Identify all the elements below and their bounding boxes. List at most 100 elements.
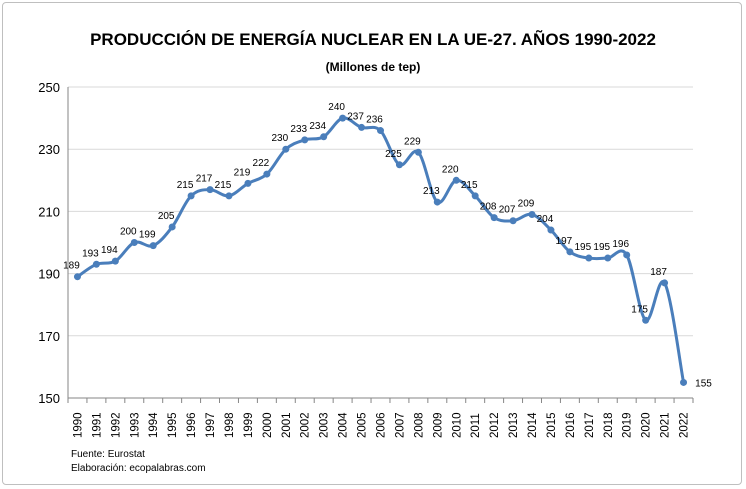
data-point [73,273,81,281]
data-label: 230 [271,133,288,144]
data-point [471,192,479,200]
data-point [263,170,271,178]
data-label: 207 [499,205,516,216]
x-tick-label: 2008 [413,412,425,438]
data-label: 215 [177,180,194,191]
data-label: 187 [650,267,667,278]
x-tick-label: 2021 [660,412,672,438]
x-tick-label: 1991 [91,412,103,438]
x-tick-label: 2004 [338,412,350,438]
data-point [395,161,403,169]
data-label: 213 [423,186,440,197]
data-label: 195 [574,242,591,253]
x-tick-label: 2007 [394,412,406,438]
data-point [547,226,555,234]
y-tick-label: 250 [38,80,60,95]
y-tick-label: 170 [38,329,60,344]
data-point [528,211,536,219]
y-tick-label: 230 [38,142,60,157]
data-point [301,136,309,144]
data-label: 240 [328,102,345,113]
footer-source: Fuente: Eurostat [71,449,145,460]
x-tick-label: 2010 [451,412,463,438]
data-point [92,260,100,268]
x-tick-label: 2017 [584,412,596,438]
x-tick-label: 2012 [489,412,501,438]
data-point [433,198,441,206]
x-tick-label: 2005 [357,412,369,438]
x-tick-label: 2018 [603,412,615,438]
data-label: 194 [101,245,118,256]
data-point [566,248,574,256]
chart-subtitle: (Millones de tep) [325,60,421,74]
x-tick-label: 2001 [281,412,293,438]
data-label: 155 [695,378,712,389]
x-tick-label: 2015 [546,412,558,438]
data-point [130,239,138,246]
data-point [187,192,195,200]
data-point [377,127,384,135]
x-tick-label: 2003 [319,412,331,438]
data-label: 205 [158,211,175,222]
x-tick-label: 1992 [110,412,122,438]
data-label: 199 [139,230,156,241]
data-point [339,114,347,122]
data-point [358,123,366,131]
data-point [225,192,233,200]
data-point [642,316,650,324]
data-point [604,254,612,262]
x-tick-label: 1994 [148,412,160,438]
x-tick-label: 1993 [129,412,141,438]
data-label: 217 [196,174,213,185]
data-label: 215 [215,180,232,191]
data-point [149,242,157,250]
x-tick-label: 2002 [300,412,312,438]
data-label: 197 [556,236,573,247]
x-tick-label: 1998 [224,412,236,438]
data-point [320,133,328,141]
x-tick-label: 2016 [565,412,577,438]
data-label: 175 [631,304,648,315]
data-label: 219 [234,167,251,178]
data-point [680,378,688,386]
data-label: 208 [480,202,497,213]
x-tick-label: 2009 [432,412,444,438]
data-label: 215 [461,180,478,191]
data-point [414,148,422,156]
data-point [623,251,631,259]
data-label: 200 [120,227,137,238]
chart-border [2,2,742,485]
data-point [206,186,214,194]
data-label: 195 [593,242,610,253]
x-tick-label: 1995 [167,412,179,438]
footer-credit: Elaboración: ecopalabras.com [71,463,206,474]
data-label: 220 [442,164,459,175]
data-point [452,176,460,184]
data-label: 236 [366,115,383,126]
x-tick-label: 2006 [376,412,388,438]
data-point [111,257,119,265]
x-tick-label: 1996 [186,412,198,438]
x-tick-label: 2019 [622,412,634,438]
data-label: 237 [347,111,364,122]
data-label: 204 [537,214,554,225]
x-tick-label: 2020 [641,412,653,438]
data-point [168,223,176,231]
x-tick-label: 1997 [205,412,217,438]
data-label: 234 [309,121,326,132]
data-label: 222 [253,158,270,169]
x-tick-label: 1999 [243,412,255,438]
data-label: 196 [612,239,629,250]
data-label: 229 [404,136,421,147]
data-point [490,214,498,222]
data-point [282,145,290,153]
data-label: 209 [518,199,535,210]
x-tick-label: 2013 [508,412,520,438]
data-label: 193 [82,248,99,259]
y-tick-label: 210 [38,204,60,219]
x-tick-label: 2011 [470,413,482,438]
data-point [509,217,517,225]
data-label: 189 [63,261,80,272]
